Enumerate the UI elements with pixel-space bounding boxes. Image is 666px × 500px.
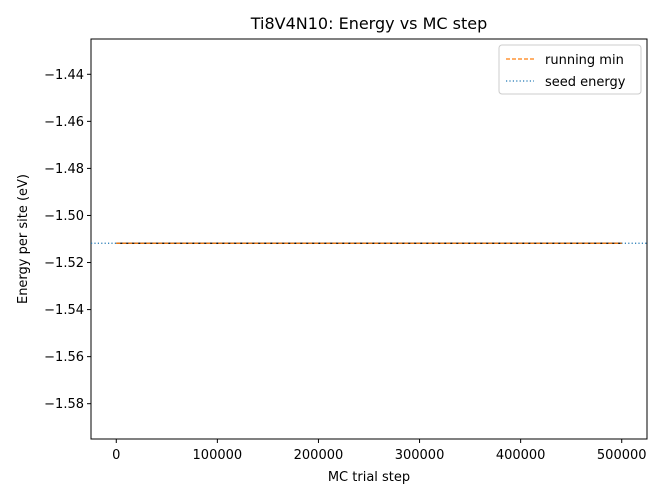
y-tick-label: −1.46 [44, 115, 84, 130]
plot-frame [90, 38, 648, 440]
x-tick-label: 400000 [496, 448, 546, 463]
legend-box [498, 44, 642, 95]
y-axis-label: Energy per site (eV) [16, 174, 31, 304]
x-tick-label: 500000 [597, 448, 647, 463]
y-tick-label: −1.48 [44, 162, 84, 177]
y-tick-label: −1.54 [44, 303, 84, 318]
x-axis-label: MC trial step [328, 470, 410, 485]
x-tick-label: 100000 [193, 448, 243, 463]
x-axis-ticks: 0 100000 200000 300000 400000 500000 [112, 439, 647, 463]
x-tick-label: 200000 [294, 448, 344, 463]
chart-title: Ti8V4N10: Energy vs MC step [250, 14, 488, 33]
y-tick-label: −1.58 [44, 397, 84, 412]
y-tick-label: −1.50 [44, 209, 84, 224]
x-tick-label: 0 [112, 448, 120, 463]
legend-label-seed-energy: seed energy [545, 75, 626, 90]
legend: running min seed energy [498, 44, 642, 95]
y-tick-label: −1.56 [44, 350, 84, 365]
y-tick-label: −1.52 [44, 256, 84, 271]
y-tick-label: −1.44 [44, 68, 84, 83]
y-axis-ticks: −1.44 −1.46 −1.48 −1.50 −1.52 −1.54 −1.56 −1.58 [44, 68, 91, 412]
legend-label-running-min: running min [545, 53, 624, 68]
x-tick-label: 300000 [395, 448, 445, 463]
